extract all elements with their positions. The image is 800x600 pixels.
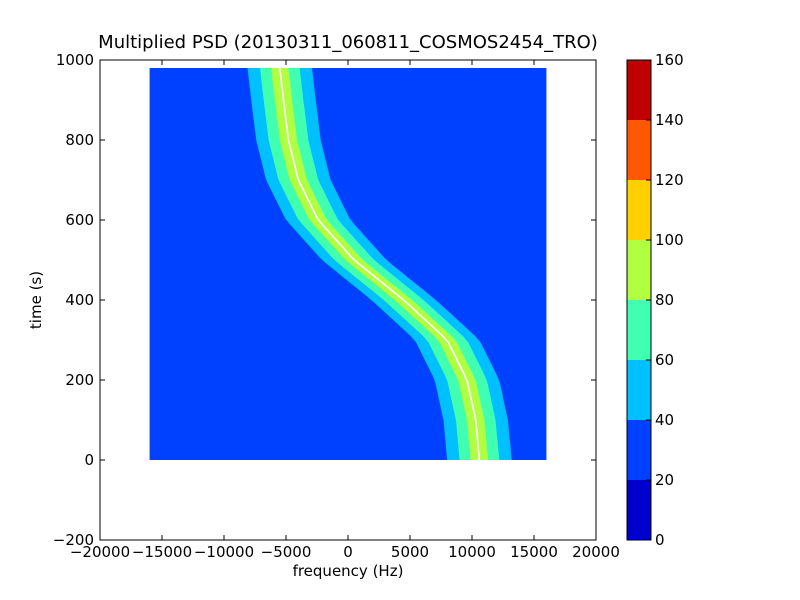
colorbar-segment	[627, 360, 651, 420]
colorbar: 0 20 40 60 80 100 120 140 160	[626, 51, 684, 549]
x-axis: −20000 −15000 −10000 −5000 0 5000 10000 15000 20…	[70, 60, 620, 561]
x-tick-label: 20000	[572, 543, 620, 561]
colorbar-segment	[627, 180, 651, 240]
colorbar-segment	[627, 420, 651, 480]
colorbar-segment	[627, 60, 651, 120]
peak-trace-line	[279, 67, 481, 461]
x-axis-label: frequency (Hz)	[293, 562, 404, 580]
y-tick-label: 200	[65, 371, 94, 389]
y-axis: −200 0 200 400 600 800 1000	[53, 51, 596, 549]
x-tick-label: 15000	[510, 543, 558, 561]
y-tick-label: −200	[53, 531, 94, 549]
chart-title: Multiplied PSD (20130311_060811_COSMOS24…	[98, 32, 598, 53]
y-tick-label: 0	[84, 451, 94, 469]
colorbar-segment	[627, 240, 651, 300]
colorbar-segment	[627, 120, 651, 180]
y-tick-label: 400	[65, 291, 94, 309]
colorbar-tick-label: 0	[655, 531, 665, 549]
colorbar-segment	[627, 480, 651, 540]
colorbar-tick-label: 140	[655, 111, 684, 129]
colorbar-segment	[627, 300, 651, 360]
heatmap	[149, 67, 547, 461]
x-tick-label: −10000	[194, 543, 254, 561]
x-tick-label: 0	[343, 543, 353, 561]
x-tick-label: −15000	[132, 543, 192, 561]
x-tick-label: 5000	[391, 543, 429, 561]
signal-band-3	[271, 68, 489, 460]
colorbar-tick-label: 40	[655, 411, 674, 429]
colorbar-tick-label: 160	[655, 51, 684, 69]
y-tick-label: 600	[65, 211, 94, 229]
colorbar-tick-label: 120	[655, 171, 684, 189]
colorbar-tick-label: 20	[655, 471, 674, 489]
y-tick-label: 1000	[56, 51, 94, 69]
signal-band-2	[260, 68, 500, 460]
y-axis-label: time (s)	[27, 271, 45, 329]
x-tick-label: −20000	[70, 543, 130, 561]
x-tick-label: 10000	[448, 543, 496, 561]
x-tick-label: −5000	[261, 543, 312, 561]
y-tick-label: 800	[65, 131, 94, 149]
colorbar-tick-label: 80	[655, 291, 674, 309]
colorbar-tick-label: 100	[655, 231, 684, 249]
colorbar-tick-label: 60	[655, 351, 674, 369]
